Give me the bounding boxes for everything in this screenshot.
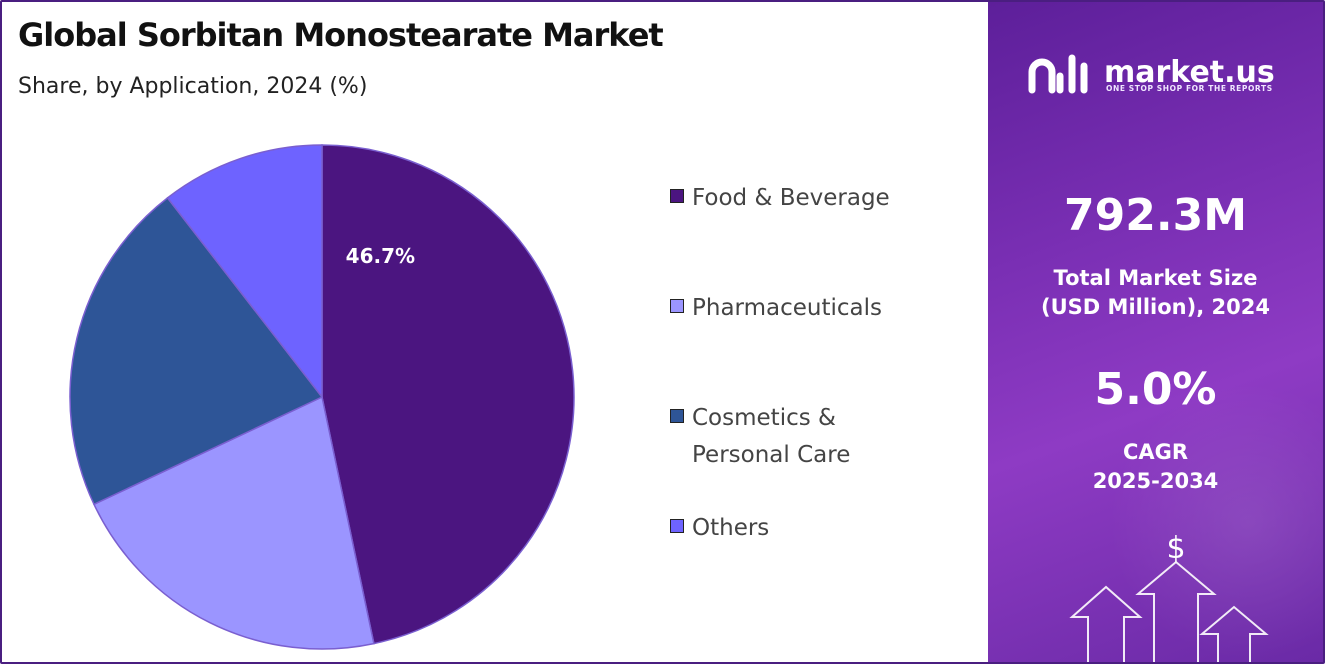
arrow-up-icon [1069,585,1143,662]
pie-slice-others [166,144,323,400]
legend-swatch [670,189,684,203]
brand-tagline: ONE STOP SHOP FOR THE REPORTS [1106,84,1273,93]
background-glow [1108,382,1323,662]
info-sidebar: market.us ONE STOP SHOP FOR THE REPORTS … [988,2,1323,662]
legend-label-line: Pharmaceuticals [692,295,882,321]
legend-item-pharmaceuticals: Pharmaceuticals [670,290,932,327]
legend-label: Others [692,510,932,547]
legend-item-food-beverage: Food & Beverage [670,180,932,217]
chart-title: Global Sorbitan Monostearate Market [18,16,664,54]
arrow-up-icon [1199,605,1269,662]
arrow-up-icon [1135,560,1217,662]
legend-swatch [670,409,684,423]
cagr-label-line: CAGR [1122,440,1189,464]
chart-subtitle: Share, by Application, 2024 (%) [18,74,368,99]
legend-item-others: Others [670,510,932,547]
legend-label: Food & Beverage [692,180,932,217]
pie-chart: 46.7% [69,144,575,650]
brand-logo: market.us [1028,50,1275,96]
legend-label-line: Personal Care [692,442,851,468]
legend-label-line: Others [692,515,770,541]
market-size-label: Total Market Size (USD Million), 2024 [988,264,1323,322]
pie-slice-food-beverage [321,144,575,645]
cagr-value: 5.0% [1094,364,1217,415]
dollar-icon: $ [1166,531,1185,566]
legend-label-line: Food & Beverage [692,185,890,211]
cagr-label-line: 2025-2034 [1092,469,1219,493]
market-size-label-line: (USD Million), 2024 [1041,295,1270,319]
legend-label: Pharmaceuticals [692,290,932,327]
brand-name: market.us [1104,55,1275,90]
market-us-logo-icon [1028,54,1088,94]
legend-swatch [670,519,684,533]
pie-slice-cosmetics-personal-care [69,196,324,506]
market-size-value: 792.3M [1064,190,1247,241]
cagr-label: CAGR 2025-2034 [988,438,1323,496]
legend-label-line: Cosmetics & [692,405,836,431]
legend-swatch [670,299,684,313]
pie-data-label: 46.7% [346,244,415,268]
chart-panel: Global Sorbitan Monostearate Market Shar… [2,2,988,662]
legend-item-cosmetics: Cosmetics & Personal Care [670,400,932,474]
growth-arrows-icon: $ [1069,531,1269,662]
pie-slice-pharmaceuticals [92,395,375,650]
legend-label: Cosmetics & Personal Care [692,400,932,474]
market-size-label-line: Total Market Size [1053,266,1258,290]
